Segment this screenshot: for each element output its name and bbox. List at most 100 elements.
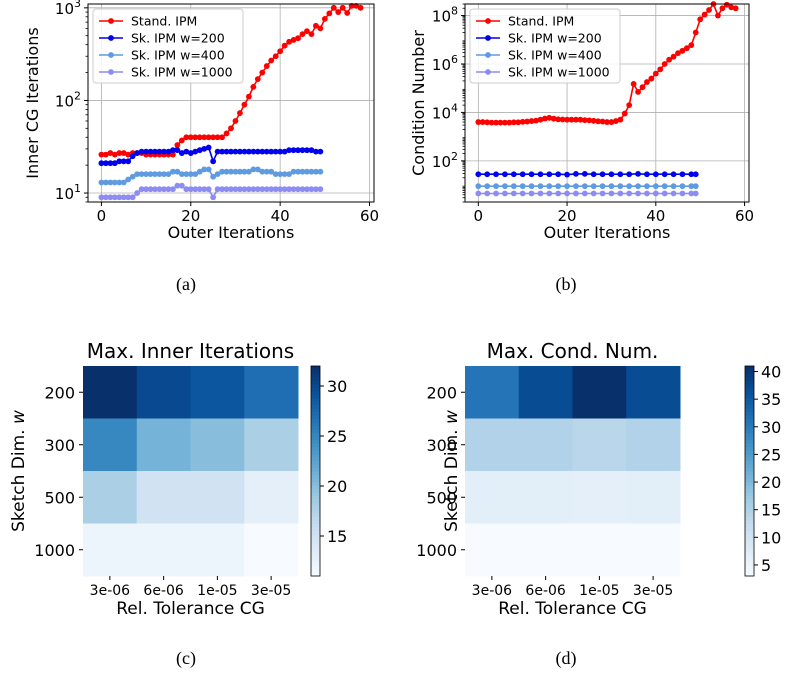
y-tick-label: 1000 (34, 541, 75, 560)
data-point (147, 148, 154, 155)
data-point (493, 171, 499, 178)
colorbar-segment (311, 443, 320, 448)
data-point (502, 171, 508, 178)
colorbar-segment (311, 523, 320, 528)
data-point (237, 110, 243, 116)
data-point (497, 119, 504, 126)
data-point (161, 171, 167, 178)
data-point (214, 148, 221, 155)
data-point (304, 28, 310, 35)
colorbar-segment (745, 551, 754, 556)
data-point (143, 148, 149, 155)
data-point (679, 183, 686, 190)
data-point (107, 150, 114, 156)
colorbar-segment (311, 464, 320, 469)
heatmap-cell (572, 366, 627, 419)
data-point (254, 166, 261, 173)
data-point (617, 183, 624, 190)
data-point (617, 171, 624, 178)
data-point (573, 116, 579, 123)
colorbar-segment (745, 439, 754, 444)
x-axis-label: Outer Iterations (544, 223, 671, 242)
x-axis-label: Rel. Tolerance CG (498, 599, 647, 619)
data-point (116, 179, 123, 186)
data-point (304, 147, 310, 154)
colorbar-segment (311, 530, 320, 535)
colorbar-segment (745, 562, 754, 567)
x-tick-label: 60 (735, 207, 754, 225)
heatmap-cell (136, 523, 191, 577)
x-tick-label: 6e-06 (143, 583, 183, 599)
data-point (626, 190, 633, 197)
data-point (683, 45, 690, 52)
data-point (608, 183, 615, 190)
colorbar-segment (745, 537, 754, 542)
data-point (644, 171, 650, 178)
data-point (196, 168, 203, 175)
data-point (313, 168, 319, 175)
data-point (107, 160, 114, 167)
data-point (528, 118, 535, 124)
colorbar-segment (745, 453, 754, 458)
data-point (723, 1, 730, 8)
colorbar-segment (745, 495, 754, 500)
data-point (205, 144, 212, 151)
data-point (519, 183, 526, 190)
colorbar-tick-label: 30 (761, 418, 781, 437)
data-point (187, 150, 194, 156)
colorbar-segment (311, 366, 320, 371)
data-point (568, 116, 575, 123)
colorbar-segment (311, 401, 320, 406)
data-point (308, 186, 315, 193)
legend-marker (108, 35, 114, 41)
data-point (599, 190, 606, 197)
data-point (528, 183, 535, 190)
data-point (263, 63, 270, 69)
data-point (205, 186, 212, 193)
data-point (590, 190, 597, 197)
data-point (214, 186, 221, 193)
colorbar-segment (745, 520, 754, 525)
data-point (475, 171, 482, 178)
colorbar-tick-label: 15 (761, 501, 781, 520)
colorbar-segment (311, 369, 320, 374)
heatmap-cell (244, 418, 299, 472)
colorbar-segment (745, 450, 754, 455)
legend-label: Sk. IPM w=200 (131, 31, 225, 46)
colorbar-segment (311, 457, 320, 462)
data-point (237, 186, 243, 193)
colorbar-segment (745, 397, 754, 402)
colorbar-segment (745, 558, 754, 563)
data-point (313, 148, 319, 155)
colorbar-segment (311, 562, 320, 567)
data-point (590, 183, 597, 190)
colorbar-segment (745, 544, 754, 549)
heatmap-cell (83, 418, 138, 472)
data-point (308, 31, 315, 38)
y-tick-label: 500 (426, 488, 457, 507)
data-point (111, 151, 118, 158)
data-point (268, 168, 275, 175)
data-point (152, 186, 158, 193)
data-point (339, 4, 346, 11)
heatmap-cell (190, 471, 245, 524)
colorbar-segment (745, 380, 754, 385)
data-point (528, 190, 535, 197)
data-point (321, 15, 328, 22)
colorbar-segment (745, 422, 754, 427)
colorbar-segment (311, 411, 320, 416)
colorbar-segment (745, 565, 754, 570)
data-point (161, 186, 167, 193)
colorbar-segment (311, 394, 320, 399)
data-point (170, 168, 176, 175)
colorbar-segment (311, 485, 320, 490)
colorbar-segment (311, 397, 320, 402)
heatmap-cell (83, 471, 138, 524)
data-point (304, 186, 310, 193)
heatmap-cell (136, 418, 191, 472)
legend-marker (108, 52, 114, 58)
data-point (102, 151, 109, 158)
colorbar-segment (745, 464, 754, 469)
colorbar-segment (311, 415, 320, 420)
heatmap-cell (244, 366, 299, 419)
